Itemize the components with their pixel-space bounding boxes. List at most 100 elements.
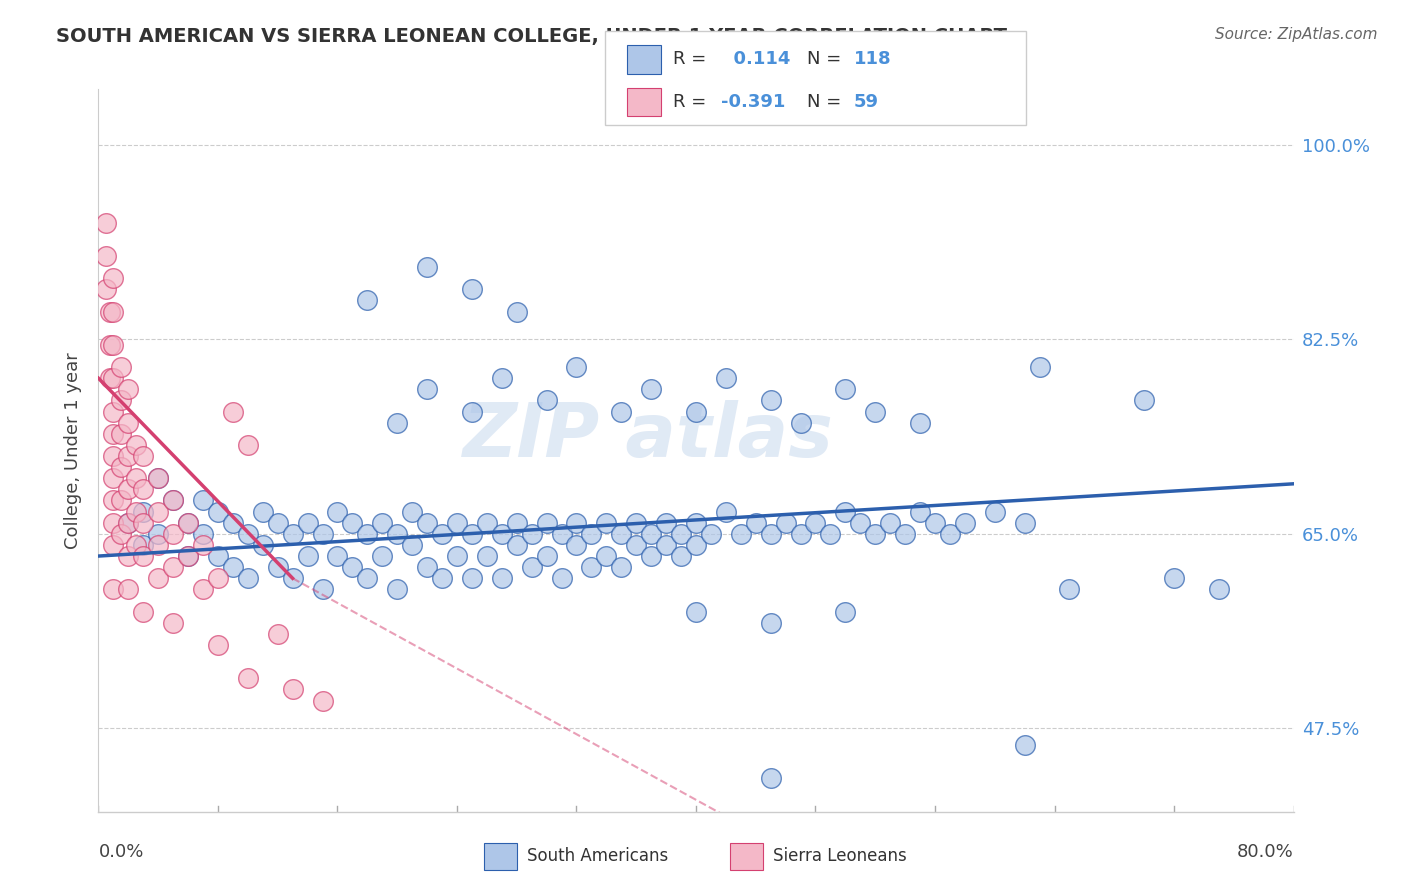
Point bbox=[148, 571, 170, 585]
Point bbox=[610, 560, 633, 574]
Point bbox=[191, 582, 214, 597]
Point bbox=[311, 582, 333, 597]
Point bbox=[281, 526, 304, 541]
Point bbox=[356, 526, 378, 541]
Point bbox=[655, 516, 678, 530]
Point bbox=[491, 526, 513, 541]
Point bbox=[759, 526, 782, 541]
Point bbox=[103, 582, 125, 597]
Point bbox=[865, 526, 887, 541]
Point bbox=[416, 260, 439, 274]
Point bbox=[550, 571, 572, 585]
Point bbox=[103, 371, 125, 385]
Point bbox=[132, 449, 155, 463]
Point bbox=[103, 338, 125, 352]
Point bbox=[416, 382, 439, 396]
Point bbox=[222, 516, 245, 530]
Point bbox=[236, 526, 259, 541]
Point bbox=[125, 538, 148, 552]
Point bbox=[98, 338, 122, 352]
Point bbox=[117, 449, 139, 463]
Point bbox=[520, 526, 543, 541]
Point bbox=[461, 404, 484, 418]
Point bbox=[565, 360, 588, 375]
Point bbox=[148, 538, 170, 552]
Point bbox=[626, 538, 648, 552]
Point bbox=[207, 549, 229, 563]
Point bbox=[125, 438, 148, 452]
Point bbox=[110, 360, 132, 375]
Point bbox=[177, 549, 200, 563]
Point bbox=[595, 516, 617, 530]
Point bbox=[1014, 738, 1036, 752]
Point bbox=[94, 249, 117, 263]
Point bbox=[595, 549, 617, 563]
Point bbox=[103, 516, 125, 530]
Point bbox=[759, 772, 782, 786]
Point bbox=[385, 526, 409, 541]
Point bbox=[506, 516, 529, 530]
Point bbox=[326, 549, 349, 563]
Point bbox=[191, 493, 214, 508]
Point bbox=[536, 393, 558, 408]
Point bbox=[849, 516, 872, 530]
Point bbox=[730, 526, 752, 541]
Text: R =: R = bbox=[673, 93, 713, 111]
Point bbox=[536, 549, 558, 563]
Point bbox=[103, 304, 125, 318]
Point bbox=[125, 471, 148, 485]
Point bbox=[834, 605, 856, 619]
Point bbox=[745, 516, 768, 530]
Point bbox=[655, 538, 678, 552]
Point bbox=[117, 516, 139, 530]
Point bbox=[475, 549, 498, 563]
Point bbox=[110, 526, 132, 541]
Point bbox=[640, 526, 662, 541]
Point bbox=[834, 382, 856, 396]
Point bbox=[550, 526, 572, 541]
Point bbox=[162, 526, 184, 541]
Point bbox=[103, 449, 125, 463]
Point bbox=[117, 483, 139, 497]
Point bbox=[894, 526, 917, 541]
Point bbox=[110, 393, 132, 408]
Point bbox=[132, 549, 155, 563]
Text: N =: N = bbox=[807, 51, 846, 69]
Point bbox=[297, 549, 319, 563]
Point bbox=[191, 526, 214, 541]
Point bbox=[342, 560, 364, 574]
Point bbox=[222, 560, 245, 574]
Point bbox=[267, 516, 290, 530]
Text: 80.0%: 80.0% bbox=[1237, 843, 1294, 861]
Point bbox=[148, 471, 170, 485]
Point bbox=[924, 516, 946, 530]
Point bbox=[281, 571, 304, 585]
Point bbox=[162, 493, 184, 508]
Text: Source: ZipAtlas.com: Source: ZipAtlas.com bbox=[1215, 27, 1378, 42]
Point bbox=[700, 526, 723, 541]
Point bbox=[117, 582, 139, 597]
Point bbox=[110, 493, 132, 508]
Point bbox=[401, 538, 423, 552]
Point bbox=[236, 438, 259, 452]
Point bbox=[475, 516, 498, 530]
Text: 0.0%: 0.0% bbox=[98, 843, 143, 861]
Point bbox=[1028, 360, 1050, 375]
Point bbox=[491, 571, 513, 585]
Point bbox=[267, 627, 290, 641]
Point bbox=[640, 549, 662, 563]
Point bbox=[908, 416, 931, 430]
Point bbox=[103, 471, 125, 485]
Point bbox=[385, 582, 409, 597]
Text: R =: R = bbox=[673, 51, 713, 69]
Point bbox=[236, 571, 259, 585]
Point bbox=[132, 483, 155, 497]
Point bbox=[125, 505, 148, 519]
Text: South Americans: South Americans bbox=[527, 847, 668, 865]
Point bbox=[103, 493, 125, 508]
Point bbox=[1059, 582, 1081, 597]
Point bbox=[117, 416, 139, 430]
Point bbox=[281, 682, 304, 697]
Point bbox=[342, 516, 364, 530]
Point bbox=[1208, 582, 1230, 597]
